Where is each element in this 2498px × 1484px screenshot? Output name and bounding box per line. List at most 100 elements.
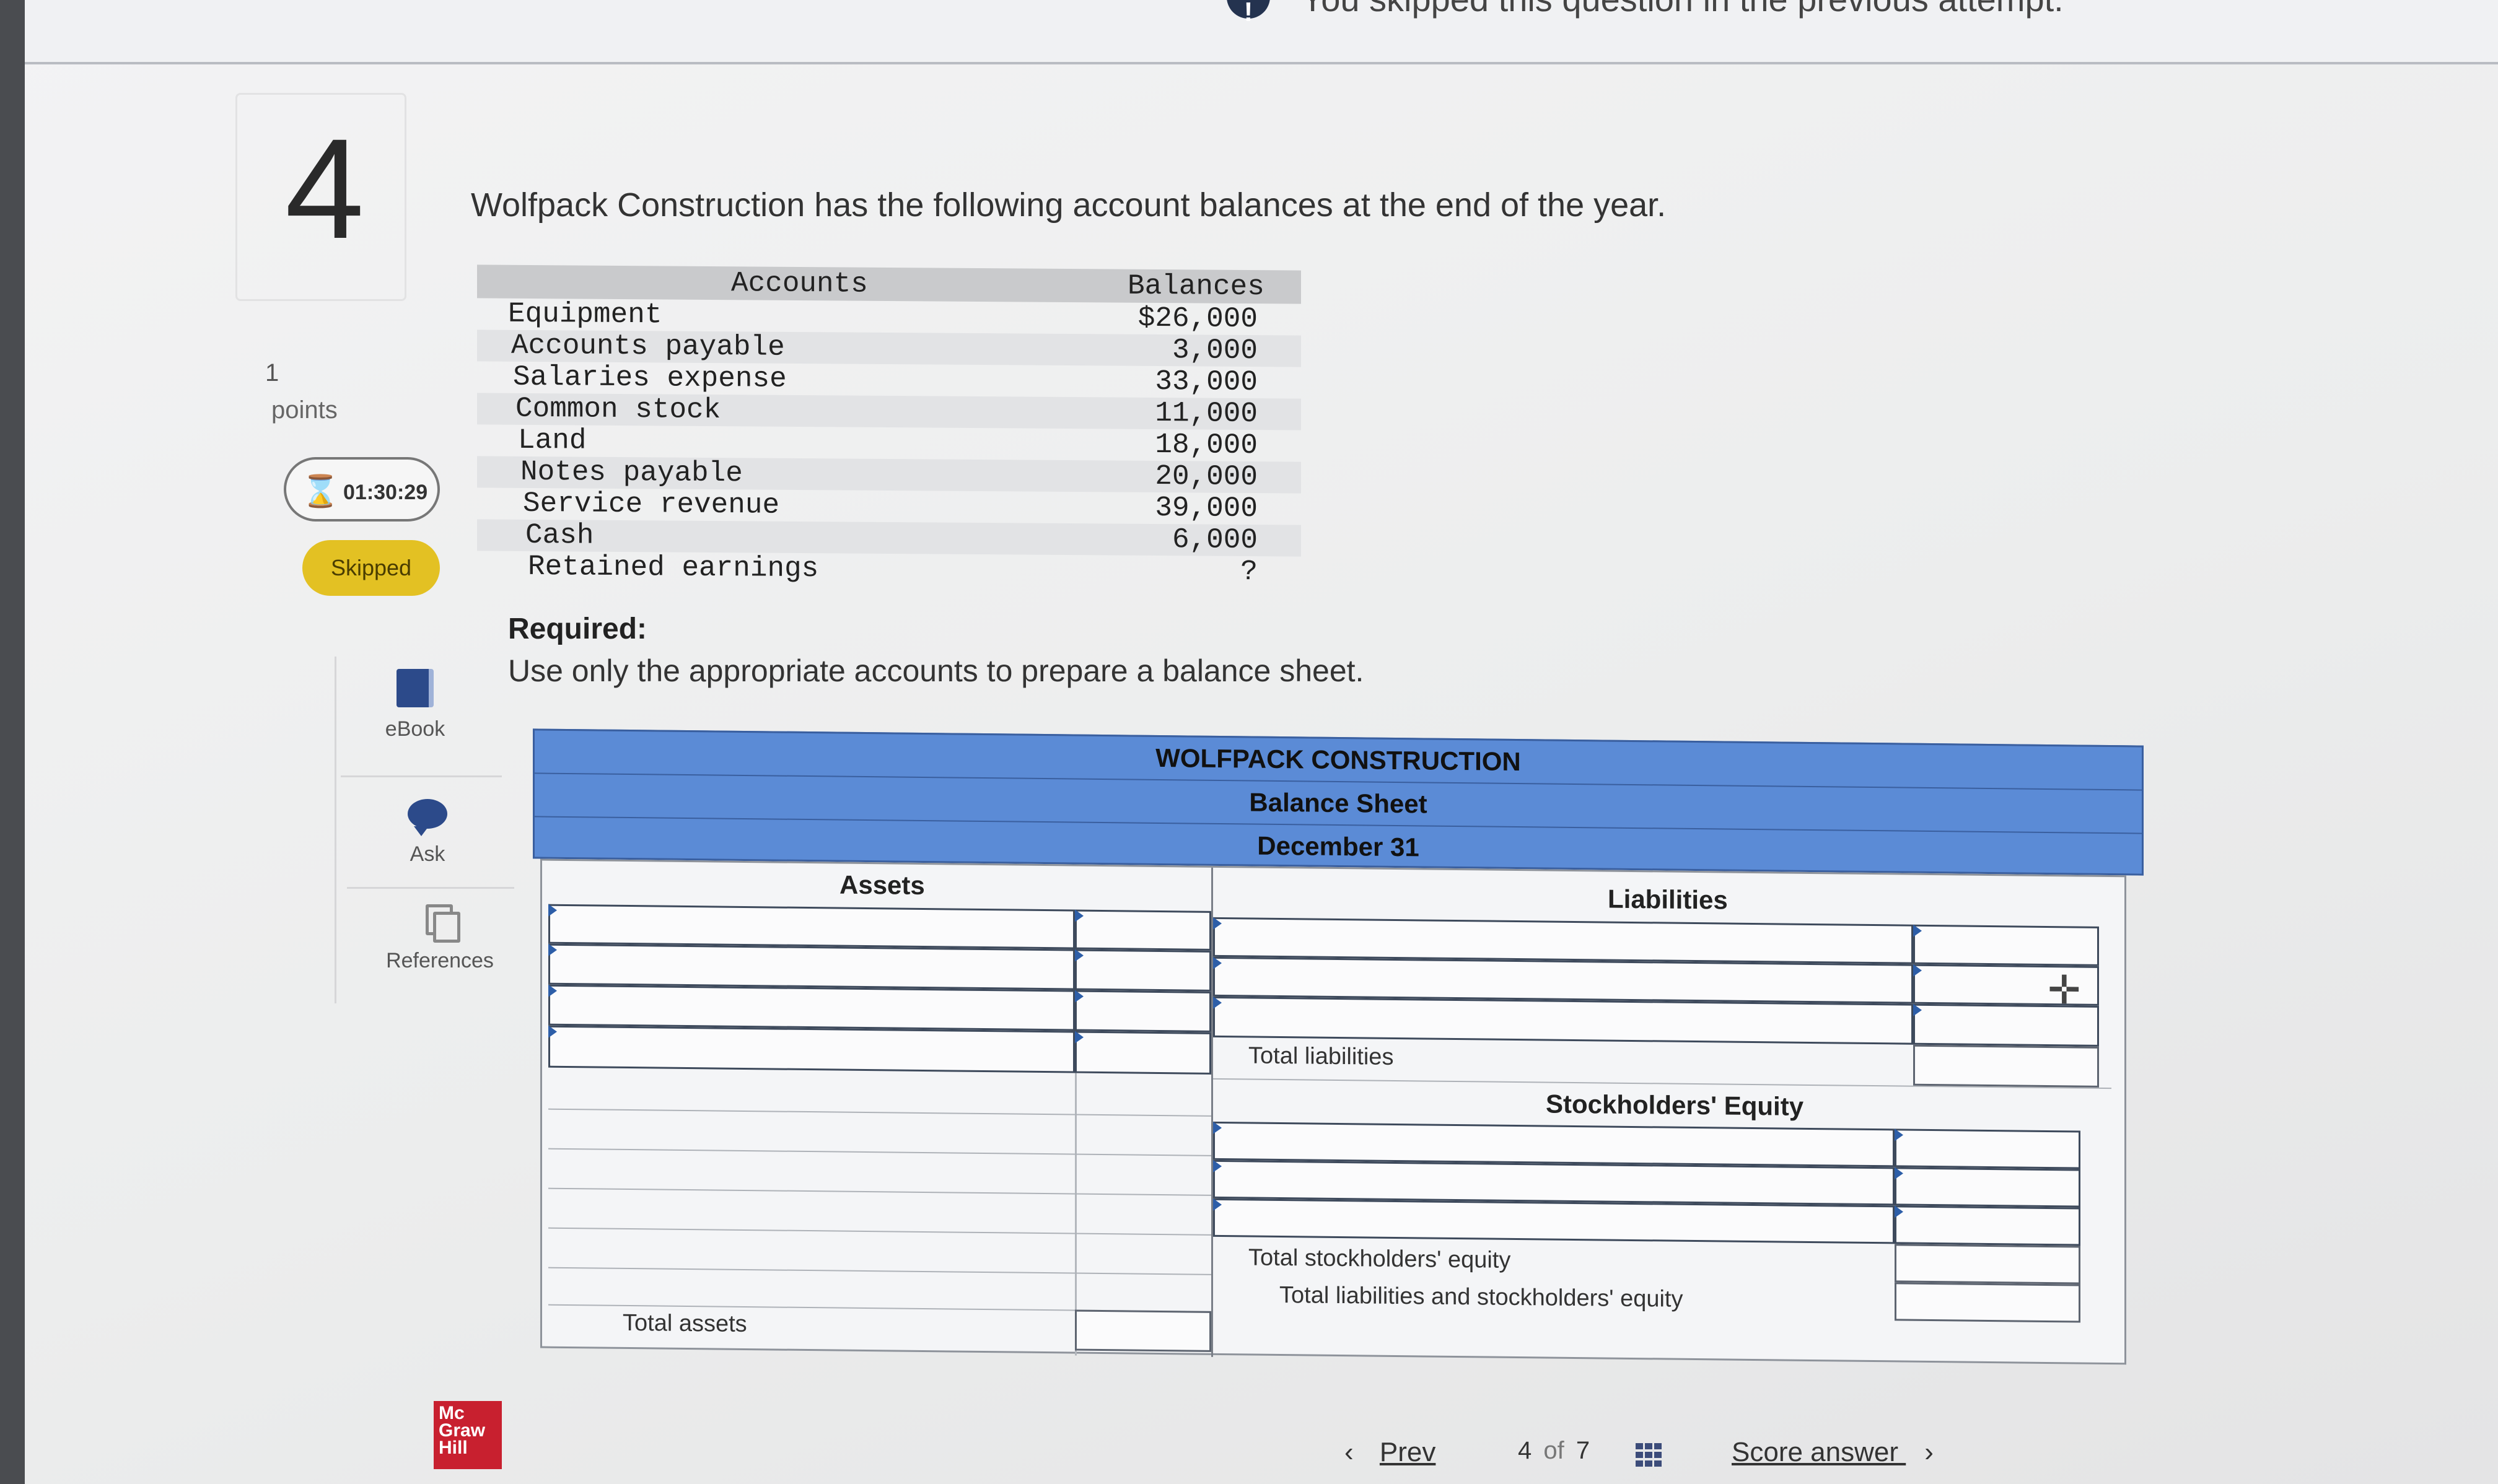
account-name: Land bbox=[518, 424, 587, 457]
account-balance: 20,000 bbox=[1155, 460, 1258, 494]
accounts-header: Accounts bbox=[731, 267, 868, 300]
chevron-left-icon: ‹ bbox=[1344, 1437, 1354, 1467]
account-balance: 6,000 bbox=[1172, 523, 1258, 557]
equity-amount-input[interactable] bbox=[1895, 1128, 2080, 1169]
ask-label: Ask bbox=[410, 842, 445, 866]
points-label: points bbox=[271, 396, 338, 424]
tools-divider bbox=[347, 887, 514, 889]
total-liab-equity-amount[interactable] bbox=[1895, 1282, 2080, 1323]
account-name: Service revenue bbox=[523, 487, 780, 522]
liability-name-input[interactable] bbox=[1213, 917, 1913, 964]
page-total: 7 bbox=[1575, 1437, 1590, 1464]
score-answer-label: Score answer bbox=[1732, 1437, 1899, 1467]
required-instruction: Use only the appropriate accounts to pre… bbox=[508, 653, 1364, 688]
screen: ! You skipped this question in the previ… bbox=[25, 0, 2498, 1484]
account-row: Common stock 11,000 bbox=[477, 393, 1301, 430]
account-balance: 39,000 bbox=[1155, 491, 1258, 525]
row-line bbox=[548, 1148, 1211, 1156]
row-line bbox=[548, 1267, 1211, 1275]
total-liab-equity-label: Total liabilities and stockholders' equi… bbox=[1279, 1282, 1683, 1312]
balances-header: Balances bbox=[1128, 269, 1264, 303]
grid-icon[interactable] bbox=[1636, 1443, 1665, 1470]
row-line bbox=[548, 1227, 1211, 1236]
timer-value: 01:30:29 bbox=[343, 481, 428, 504]
ask-button[interactable]: Ask bbox=[359, 799, 496, 866]
info-icon: ! bbox=[1227, 0, 1270, 27]
tools-divider bbox=[341, 775, 502, 777]
account-name: Equipment bbox=[508, 297, 662, 331]
liabilities-heading: Liabilities bbox=[1608, 884, 1728, 915]
ebook-button[interactable]: eBook bbox=[347, 669, 483, 741]
total-liabilities-amount[interactable] bbox=[1913, 1044, 2099, 1088]
prev-label: Prev bbox=[1379, 1437, 1436, 1467]
tools-divider bbox=[335, 657, 336, 1003]
skip-banner: ! You skipped this question in the previ… bbox=[25, 0, 2498, 64]
asset-name-input[interactable] bbox=[548, 1025, 1075, 1073]
total-liabilities-label: Total liabilities bbox=[1248, 1042, 1394, 1070]
equity-amount-input[interactable] bbox=[1895, 1205, 2080, 1246]
references-button[interactable]: References bbox=[372, 904, 508, 973]
add-row-icon[interactable]: ✛ bbox=[2048, 967, 2081, 1013]
account-row: Service revenue 39,000 bbox=[477, 487, 1301, 525]
accounts-table: Accounts Balances Equipment $26,000 Accoun… bbox=[477, 264, 1301, 588]
asset-name-input[interactable] bbox=[548, 943, 1075, 990]
total-equity-label: Total stockholders' equity bbox=[1248, 1244, 1511, 1273]
equity-name-input[interactable] bbox=[1213, 1121, 1895, 1168]
banner-text: You skipped this question in the previou… bbox=[1301, 0, 2064, 19]
account-name: Cash bbox=[525, 518, 594, 552]
account-name: Retained earnings bbox=[528, 550, 819, 585]
page-current: 4 bbox=[1518, 1437, 1532, 1464]
equity-name-input[interactable] bbox=[1213, 1198, 1895, 1244]
asset-amount-input[interactable] bbox=[1075, 990, 1211, 1032]
row-line bbox=[548, 1108, 1211, 1117]
account-name: Notes payable bbox=[520, 455, 743, 490]
liability-name-input[interactable] bbox=[1213, 996, 1913, 1045]
prev-button[interactable]: ‹ Prev bbox=[1344, 1437, 1435, 1468]
liability-amount-input[interactable] bbox=[1913, 924, 2099, 966]
timer[interactable]: ⌛ 01:30:29 bbox=[284, 457, 440, 522]
account-balance: $26,000 bbox=[1137, 302, 1258, 336]
question-number: 4 bbox=[285, 109, 364, 268]
equity-amount-input[interactable] bbox=[1895, 1167, 2080, 1208]
hourglass-icon: ⌛ bbox=[301, 474, 340, 508]
balance-sheet: WOLFPACK CONSTRUCTION Balance Sheet Dece… bbox=[533, 728, 2144, 1377]
total-assets-label: Total assets bbox=[623, 1309, 747, 1338]
assets-heading: Assets bbox=[839, 870, 925, 901]
question-intro: Wolfpack Construction has the following … bbox=[471, 186, 1667, 224]
account-name: Salaries expense bbox=[513, 360, 787, 395]
book-icon bbox=[397, 669, 434, 707]
account-balance: 33,000 bbox=[1155, 365, 1258, 399]
account-row: Retained earnings? bbox=[477, 551, 1301, 588]
page-indicator: 4 of 7 bbox=[1518, 1437, 1590, 1465]
asset-amount-input[interactable] bbox=[1075, 949, 1211, 992]
references-label: References bbox=[386, 949, 494, 972]
account-balance: 18,000 bbox=[1155, 428, 1258, 462]
ebook-label: eBook bbox=[385, 717, 445, 741]
equity-name-input[interactable] bbox=[1213, 1159, 1895, 1206]
points-value: 1 bbox=[265, 359, 279, 386]
skipped-badge: Skipped bbox=[302, 540, 440, 596]
asset-name-input[interactable] bbox=[548, 984, 1075, 1031]
liability-name-input[interactable] bbox=[1213, 956, 1913, 1004]
asset-amount-input[interactable] bbox=[1075, 1031, 1211, 1075]
balance-sheet-header: WOLFPACK CONSTRUCTION Balance Sheet Dece… bbox=[533, 728, 2144, 876]
chat-bubble-icon bbox=[408, 799, 447, 836]
row-line bbox=[548, 1187, 1211, 1196]
total-assets-amount[interactable] bbox=[1075, 1309, 1211, 1352]
equity-heading: Stockholders' Equity bbox=[1546, 1089, 1804, 1121]
account-name: Common stock bbox=[515, 392, 721, 427]
balance-sheet-body: Assets Liabilities Total assets bbox=[540, 858, 2126, 1365]
total-equity-amount[interactable] bbox=[1895, 1244, 2080, 1285]
copy-icon bbox=[426, 904, 460, 943]
asset-name-input[interactable] bbox=[548, 904, 1075, 949]
chevron-right-icon: › bbox=[1924, 1437, 1934, 1467]
account-balance: 11,000 bbox=[1155, 396, 1258, 430]
account-balance: ? bbox=[1240, 555, 1258, 588]
question-number-box bbox=[235, 93, 406, 301]
asset-amount-input[interactable] bbox=[1075, 909, 1211, 951]
required-label: Required: bbox=[508, 613, 647, 645]
score-answer-button[interactable]: Score answer › bbox=[1732, 1437, 1934, 1468]
account-balance: 3,000 bbox=[1172, 334, 1258, 367]
account-name: Accounts payable bbox=[511, 329, 785, 364]
page-of: of bbox=[1543, 1437, 1564, 1464]
